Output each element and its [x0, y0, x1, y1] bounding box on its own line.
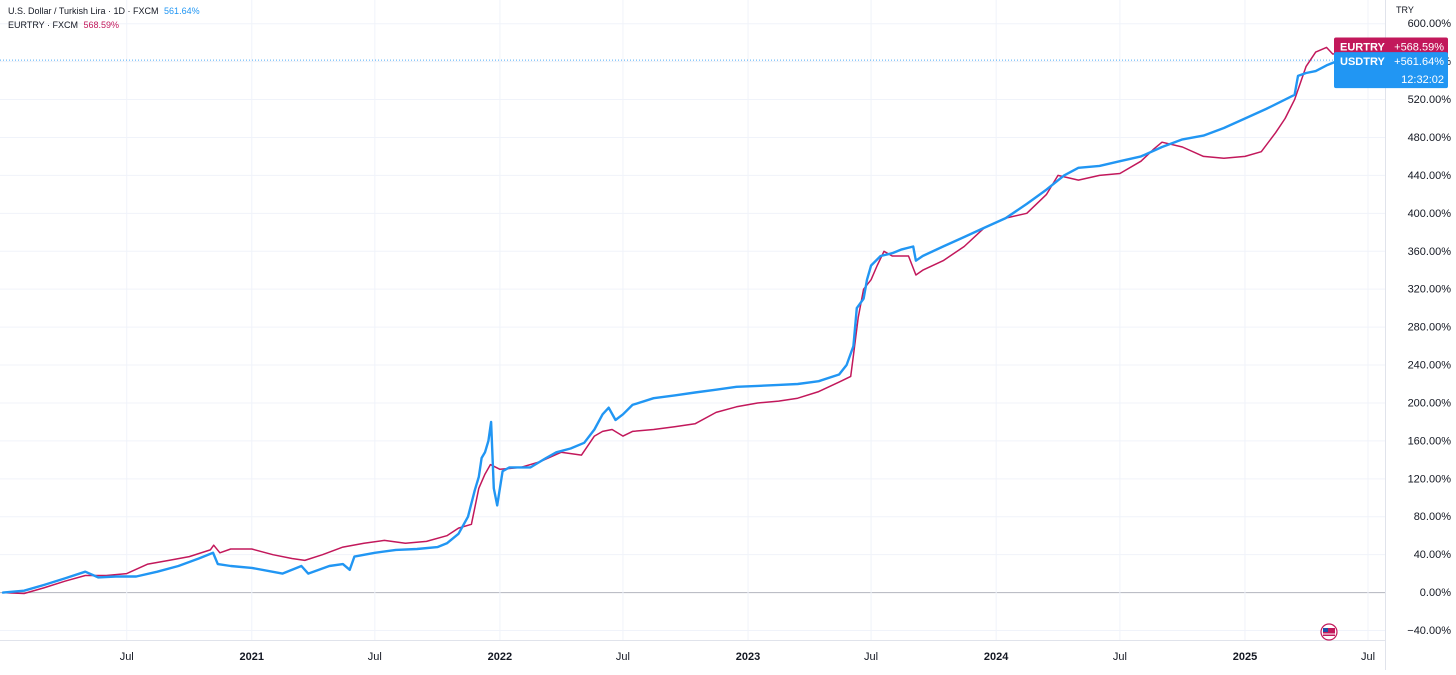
- y-tick-label: 480.00%: [1408, 132, 1452, 144]
- legend-usdtry-label: U.S. Dollar / Turkish Lira · 1D · FXCM: [8, 6, 159, 16]
- y-tick-label: 120.00%: [1408, 473, 1452, 485]
- y-tick-label: 80.00%: [1414, 511, 1452, 523]
- y-tick-label: 400.00%: [1408, 208, 1452, 220]
- y-tick-label: −40.00%: [1407, 625, 1451, 637]
- price-badge-usdtry-bg: [1334, 52, 1448, 89]
- x-tick-label: Jul: [1361, 651, 1375, 663]
- x-tick-label: 2023: [736, 651, 760, 663]
- x-tick-label: 2022: [488, 651, 512, 663]
- price-badge-usdtry: USDTRY +561.64% 12:32:02: [1334, 52, 1448, 89]
- price-badge-eurtry: EURTRY +568.59%: [1334, 37, 1448, 56]
- y-tick-label: 40.00%: [1414, 549, 1452, 561]
- x-tick-label: Jul: [1113, 651, 1127, 663]
- y-tick-label: 200.00%: [1408, 397, 1452, 409]
- x-tick-label: Jul: [616, 651, 630, 663]
- y-tick-label: 600.00%: [1408, 18, 1452, 30]
- x-tick-label: 2024: [984, 651, 1009, 663]
- price-badge-usdtry-value: +561.64%: [1394, 56, 1444, 68]
- legend-usdtry[interactable]: U.S. Dollar / Turkish Lira · 1D · FXCM 5…: [8, 4, 200, 18]
- y-tick-label: 520.00%: [1408, 94, 1452, 106]
- price-badge-eurtry-value: +568.59%: [1394, 41, 1444, 53]
- legend-eurtry-value: 568.59%: [83, 20, 120, 30]
- y-tick-label: 0.00%: [1420, 587, 1451, 599]
- y-tick-label: 240.00%: [1408, 360, 1452, 372]
- y-tick-label: 320.00%: [1408, 284, 1452, 296]
- y-tick-label: 280.00%: [1408, 322, 1452, 334]
- series-line-usdtry: [1, 58, 1341, 594]
- legend: U.S. Dollar / Turkish Lira · 1D · FXCM 5…: [8, 4, 200, 32]
- countdown-label: 12:32:02: [1401, 74, 1444, 86]
- y-tick-label: 160.00%: [1408, 435, 1452, 447]
- y-tick-label: 360.00%: [1408, 246, 1452, 258]
- flag-icon-field: [1323, 628, 1335, 636]
- legend-eurtry-label: EURTRY · FXCM: [8, 20, 79, 30]
- price-badge-usdtry-symbol: USDTRY: [1340, 56, 1385, 68]
- legend-eurtry[interactable]: EURTRY · FXCM 568.59%: [8, 18, 200, 32]
- price-badge-eurtry-bg: [1334, 37, 1448, 56]
- series-line-eurtry: [2, 46, 1341, 595]
- legend-usdtry-value: 561.64%: [164, 6, 200, 16]
- y-tick-label: 440.00%: [1408, 170, 1452, 182]
- x-tick-label: Jul: [864, 651, 878, 663]
- flag-icon-canton: [1323, 628, 1328, 632]
- axis-currency-label[interactable]: TRY: [1396, 5, 1414, 15]
- x-tick-label: Jul: [368, 651, 382, 663]
- x-tick-label: 2025: [1233, 651, 1257, 663]
- x-tick-label: 2021: [240, 651, 264, 663]
- flag-icon: [1320, 623, 1338, 641]
- x-tick-label: Jul: [120, 651, 134, 663]
- price-badge-eurtry-symbol: EURTRY: [1340, 41, 1385, 53]
